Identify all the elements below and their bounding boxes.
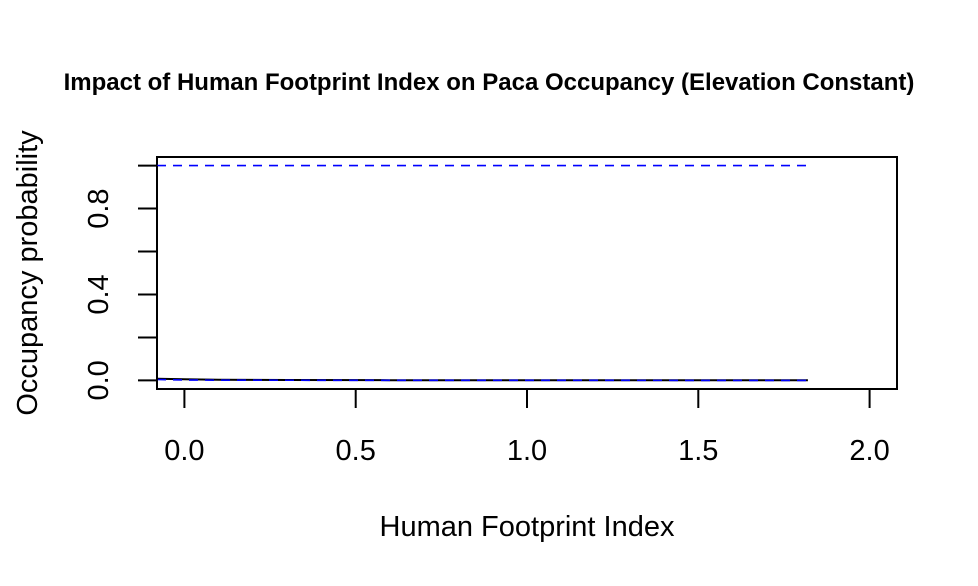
y-tick-label: 0.4 (83, 274, 115, 314)
plot-frame (156, 156, 898, 390)
y-tick-label: 0.8 (83, 188, 115, 228)
x-axis-label: Human Footprint Index (380, 511, 675, 543)
x-tick-label: 0.5 (336, 435, 376, 467)
y-axis-label: Occupancy probability (12, 130, 44, 416)
y-axis: 0.0 0.4 0.8 (83, 164, 158, 401)
x-axis: 0.0 0.5 1.0 1.5 2.0 (164, 388, 890, 467)
series-line-lower-ci (156, 378, 808, 382)
y-tick-label: 0.0 (83, 360, 115, 400)
series-layer (156, 164, 808, 382)
x-tick-label: 1.5 (678, 435, 718, 467)
chart-title: Impact of Human Footprint Index on Paca … (64, 69, 915, 96)
x-tick-label: 1.0 (507, 435, 547, 467)
x-tick-label: 2.0 (849, 435, 889, 467)
x-tick-label: 0.0 (164, 435, 204, 467)
